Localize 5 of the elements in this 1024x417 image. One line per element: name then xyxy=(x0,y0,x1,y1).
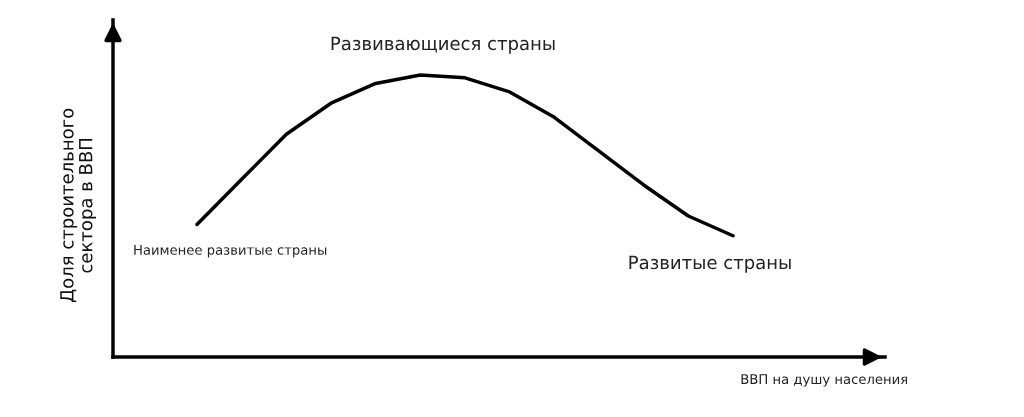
annotation: Развитые страны xyxy=(629,255,791,273)
x-axis-title: ВВП на душу населения xyxy=(741,374,908,387)
y-axis-title: Доля строительного сектора в ВВП xyxy=(60,108,97,303)
annotation: Наименее развитые страны xyxy=(134,245,327,258)
text: Развивающиеся страны xyxy=(331,36,555,54)
